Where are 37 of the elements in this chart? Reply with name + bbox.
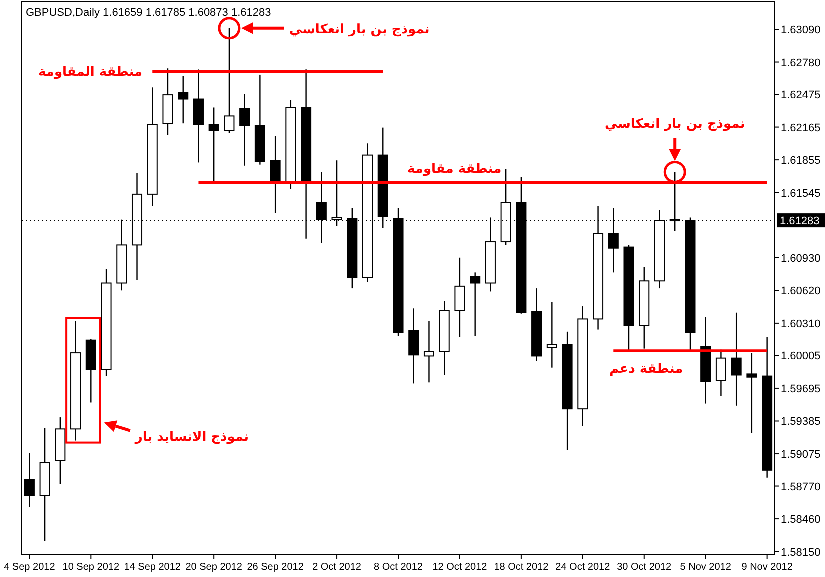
y-tick-label: 1.61855 (781, 155, 821, 168)
x-tick-label: 4 Sep 2012 (4, 562, 56, 573)
x-tick-label: 26 Sep 2012 (247, 562, 304, 573)
y-tick-label: 1.60930 (781, 252, 821, 265)
x-tick-label: 12 Oct 2012 (432, 562, 488, 573)
y-tick-label: 1.58150 (781, 546, 821, 559)
y-tick-label: 1.62475 (781, 90, 821, 102)
annotation: نموذج بن بار انعكاسي (289, 22, 430, 38)
x-tick-label: 8 Oct 2012 (374, 562, 424, 573)
y-tick-label: 1.61545 (781, 188, 821, 200)
y-tick-label: 1.63090 (781, 24, 821, 36)
y-tick-label: 1.60620 (781, 286, 821, 298)
annotation: نموذج بن بار انعكاسي (604, 117, 746, 132)
series-label: منطقة دعم (610, 362, 684, 377)
x-tick-label: 24 Oct 2012 (556, 562, 611, 573)
y-tick-label: 1.59075 (781, 449, 821, 462)
series-label: منطقة المقاومة (38, 64, 143, 80)
y-tick-label: 1.60310 (781, 318, 821, 330)
series-label: منطقة مقاومة (408, 162, 502, 177)
annotation: نموذج الانسايد بار (134, 430, 249, 445)
x-tick-label: 2 Oct 2012 (312, 562, 362, 573)
x-tick-label: 10 Sep 2012 (62, 562, 120, 573)
x-tick-label: 20 Sep 2012 (186, 562, 243, 573)
y-tick-label: 1.58770 (781, 481, 821, 494)
y-tick-label: 1.62165 (781, 122, 821, 134)
x-tick-label: 14 Sep 2012 (124, 562, 182, 573)
ref-line-label: 1.61283 (780, 216, 820, 228)
x-tick-label: 5 Nov 2012 (680, 562, 732, 573)
x-tick-label: 9 Nov 2012 (742, 562, 794, 573)
x-tick-label: 18 Oct 2012 (494, 562, 550, 573)
y-tick-label: 1.62780 (781, 57, 821, 70)
y-tick-label: 1.58460 (781, 514, 821, 526)
y-tick-label: 1.59385 (781, 416, 821, 428)
y-tick-label: 1.59695 (781, 383, 821, 396)
y-tick-label: 1.60005 (781, 350, 821, 363)
x-tick-label: 30 Oct 2012 (617, 562, 672, 573)
text: GBPUSD,Daily 1.61659 1.61785 1.60873 1.61283 (26, 7, 272, 19)
